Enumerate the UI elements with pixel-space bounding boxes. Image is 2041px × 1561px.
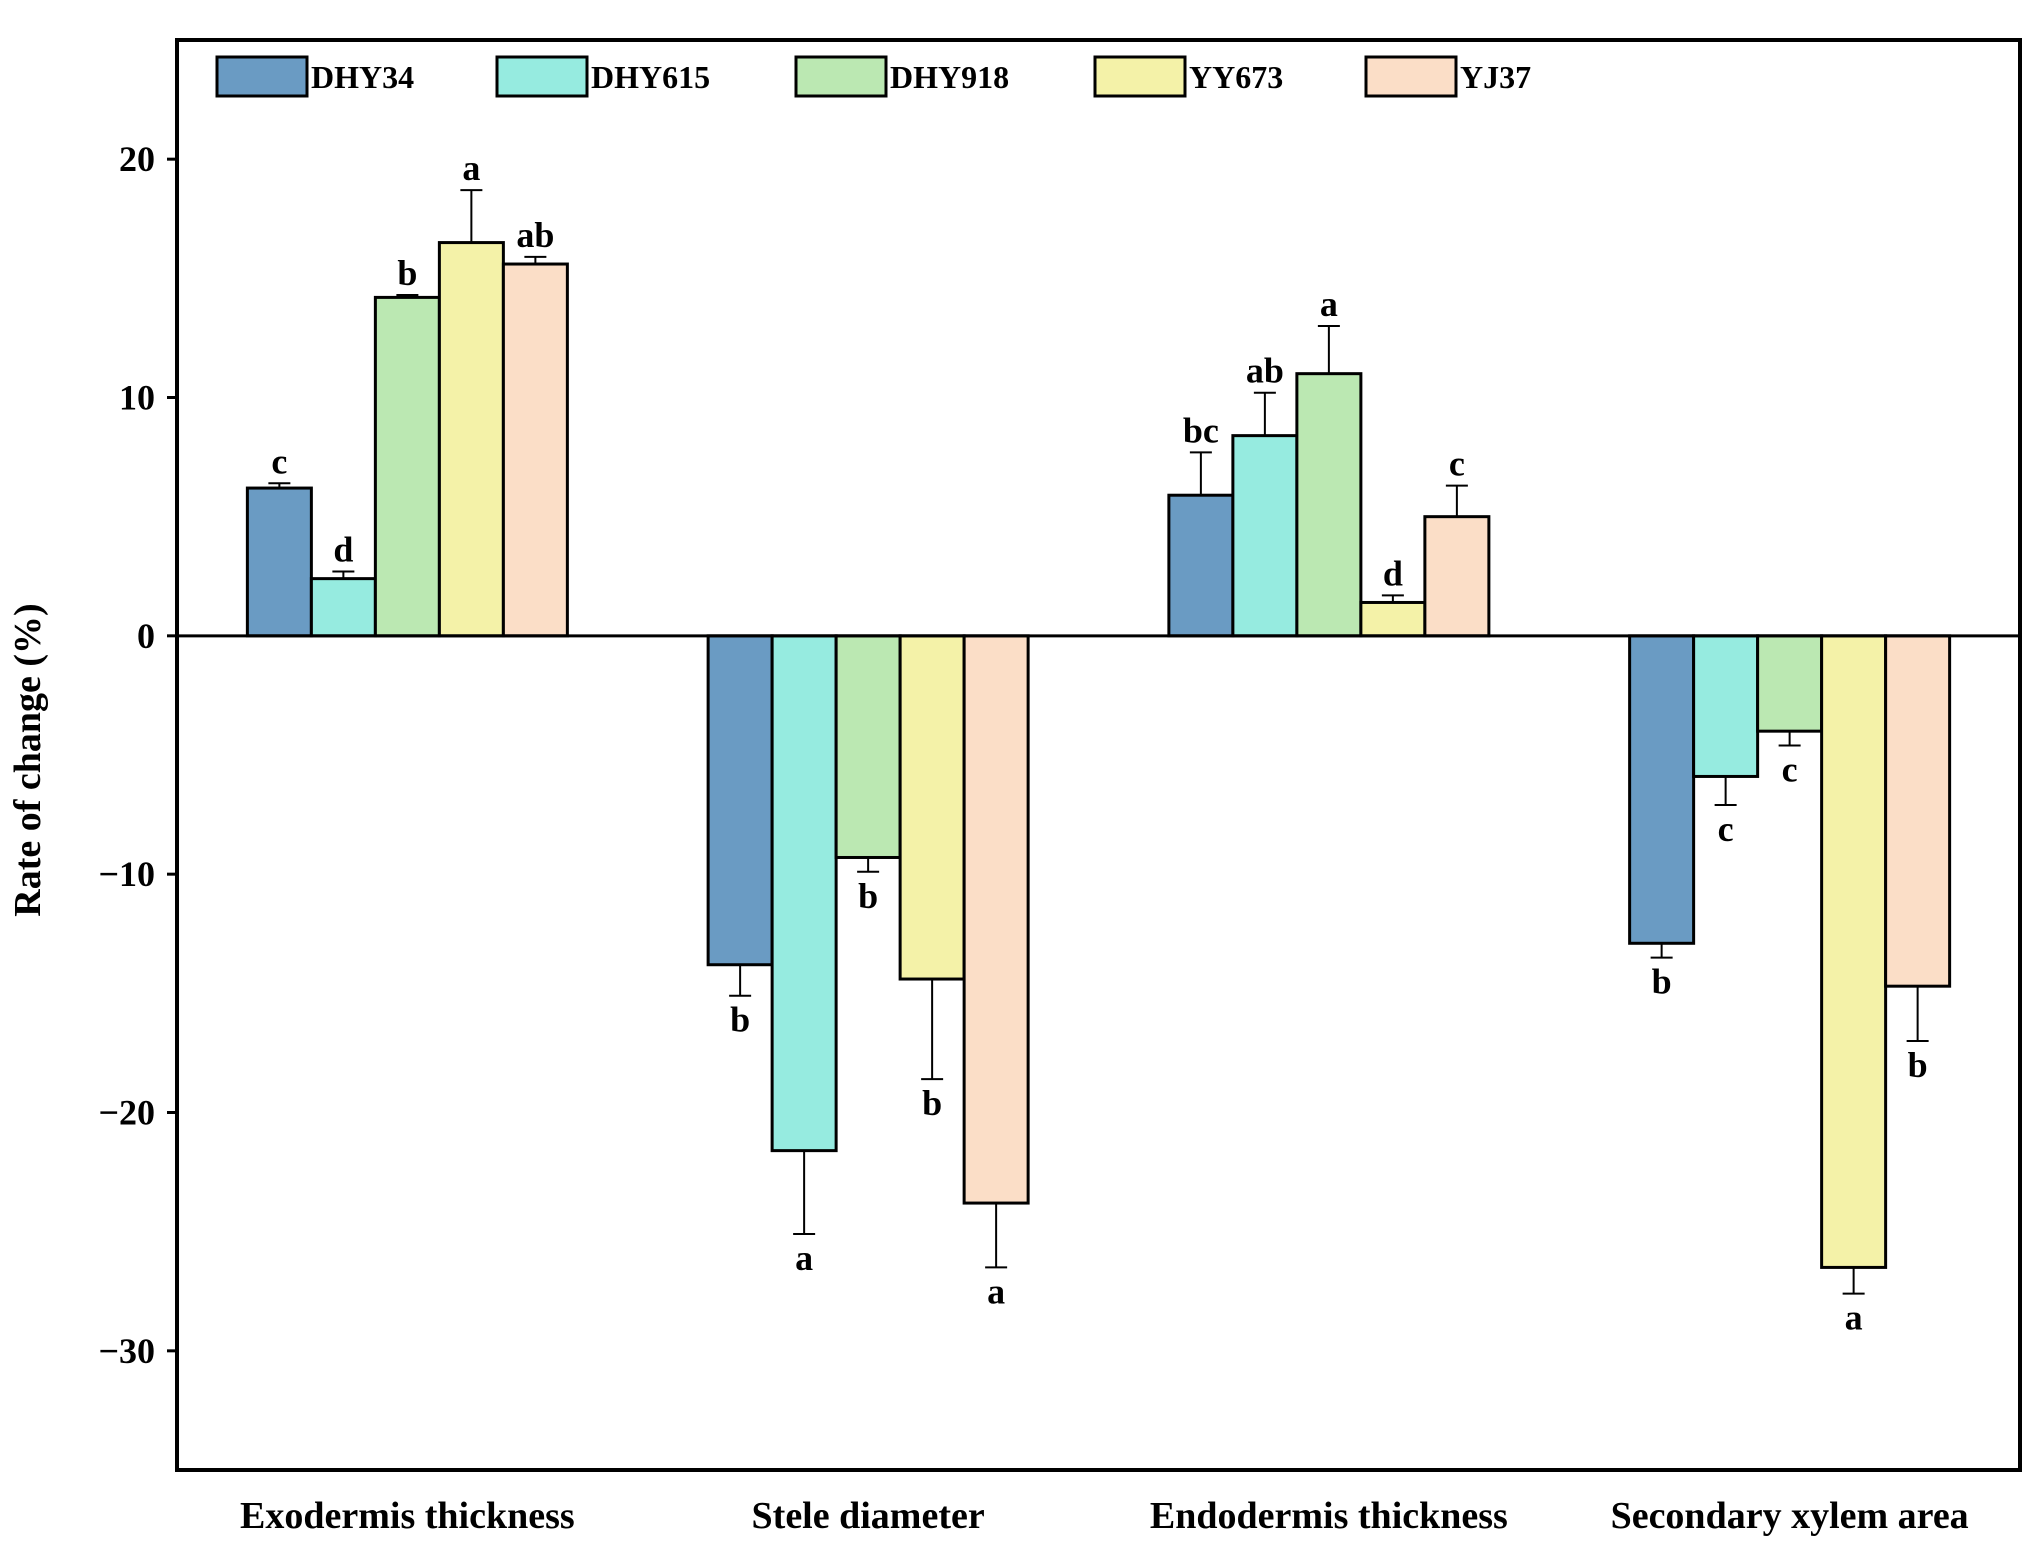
legend: DHY34 DHY615 DHY918 YY673 YJ37 — [215, 55, 1531, 98]
bar-DHY615-2 — [1231, 434, 1299, 638]
bar-YY673-3 — [1820, 634, 1888, 1269]
significance-letter: b — [922, 1083, 942, 1123]
significance-letter: a — [1845, 1298, 1863, 1338]
bar-YJ37-0 — [501, 262, 569, 638]
bar-DHY918-1 — [834, 634, 902, 859]
y-tick-label: 0 — [137, 616, 155, 656]
bar-YY673-1 — [898, 634, 966, 981]
legend-swatch-DHY34 — [215, 55, 309, 98]
significance-letter: b — [397, 253, 417, 293]
significance-letter: c — [1449, 444, 1465, 484]
bar-DHY34-2 — [1167, 493, 1235, 638]
bar-YY673-0 — [437, 241, 505, 638]
bar-YY673-2 — [1359, 600, 1427, 638]
x-category-label: Stele diameter — [752, 1495, 985, 1537]
significance-letter: bc — [1183, 410, 1219, 450]
legend-label: DHY34 — [311, 59, 414, 95]
significance-letter: c — [1782, 749, 1798, 789]
legend-swatch-YY673 — [1093, 55, 1187, 98]
significance-letter: a — [795, 1238, 813, 1278]
axes-layer: Exodermis thickness Stele diameter Endoder… — [98, 38, 2022, 1537]
significance-letter: c — [1718, 809, 1734, 849]
significance-letter: a — [462, 148, 480, 188]
y-tick-label: 20 — [119, 139, 155, 179]
legend-label: DHY615 — [591, 59, 710, 95]
significance-letter: a — [1320, 284, 1338, 324]
legend-label: DHY918 — [890, 59, 1009, 95]
bar-DHY34-0 — [245, 486, 313, 638]
legend-swatch-YJ37 — [1364, 55, 1458, 98]
bar-DHY615-3 — [1692, 634, 1760, 778]
bar-DHY615-1 — [770, 634, 838, 1153]
significance-letter: b — [730, 1000, 750, 1040]
x-category-label: Endodermis thickness — [1150, 1495, 1508, 1537]
significance-letter: b — [1908, 1045, 1928, 1085]
significance-letter: ab — [1246, 351, 1284, 391]
x-category-label: Secondary xylem area — [1611, 1495, 1969, 1537]
y-axis-label: Rate of change (%) — [7, 603, 49, 916]
significance-letter: b — [858, 876, 878, 916]
significance-letter: d — [1383, 553, 1403, 593]
bar-DHY918-2 — [1295, 372, 1363, 638]
y-tick-label: 10 — [119, 378, 155, 418]
bar-DHY918-0 — [373, 295, 441, 638]
bar-YJ37-2 — [1423, 515, 1491, 638]
bar-DHY34-3 — [1628, 634, 1696, 945]
legend-label: YJ37 — [1460, 59, 1531, 95]
significance-letter: ab — [516, 215, 554, 255]
bar-DHY615-0 — [309, 577, 377, 638]
legend-swatch-DHY918 — [794, 55, 888, 98]
bar-YJ37-3 — [1884, 634, 1952, 988]
y-tick-label: −30 — [98, 1331, 155, 1371]
x-category-label: Exodermis thickness — [240, 1495, 575, 1537]
legend-swatch-DHY615 — [495, 55, 589, 98]
legend-label: YY673 — [1189, 59, 1283, 95]
bar-DHY34-1 — [706, 634, 774, 967]
bar-YJ37-1 — [962, 634, 1030, 1205]
bar-DHY918-3 — [1756, 634, 1824, 733]
plot-frame — [175, 38, 2022, 1472]
significance-letter: a — [987, 1271, 1005, 1311]
significance-letter: b — [1652, 962, 1672, 1002]
significance-letter: d — [333, 529, 353, 569]
y-tick-label: −10 — [98, 854, 155, 894]
significance-letter: c — [271, 441, 287, 481]
y-tick-label: −20 — [98, 1093, 155, 1133]
